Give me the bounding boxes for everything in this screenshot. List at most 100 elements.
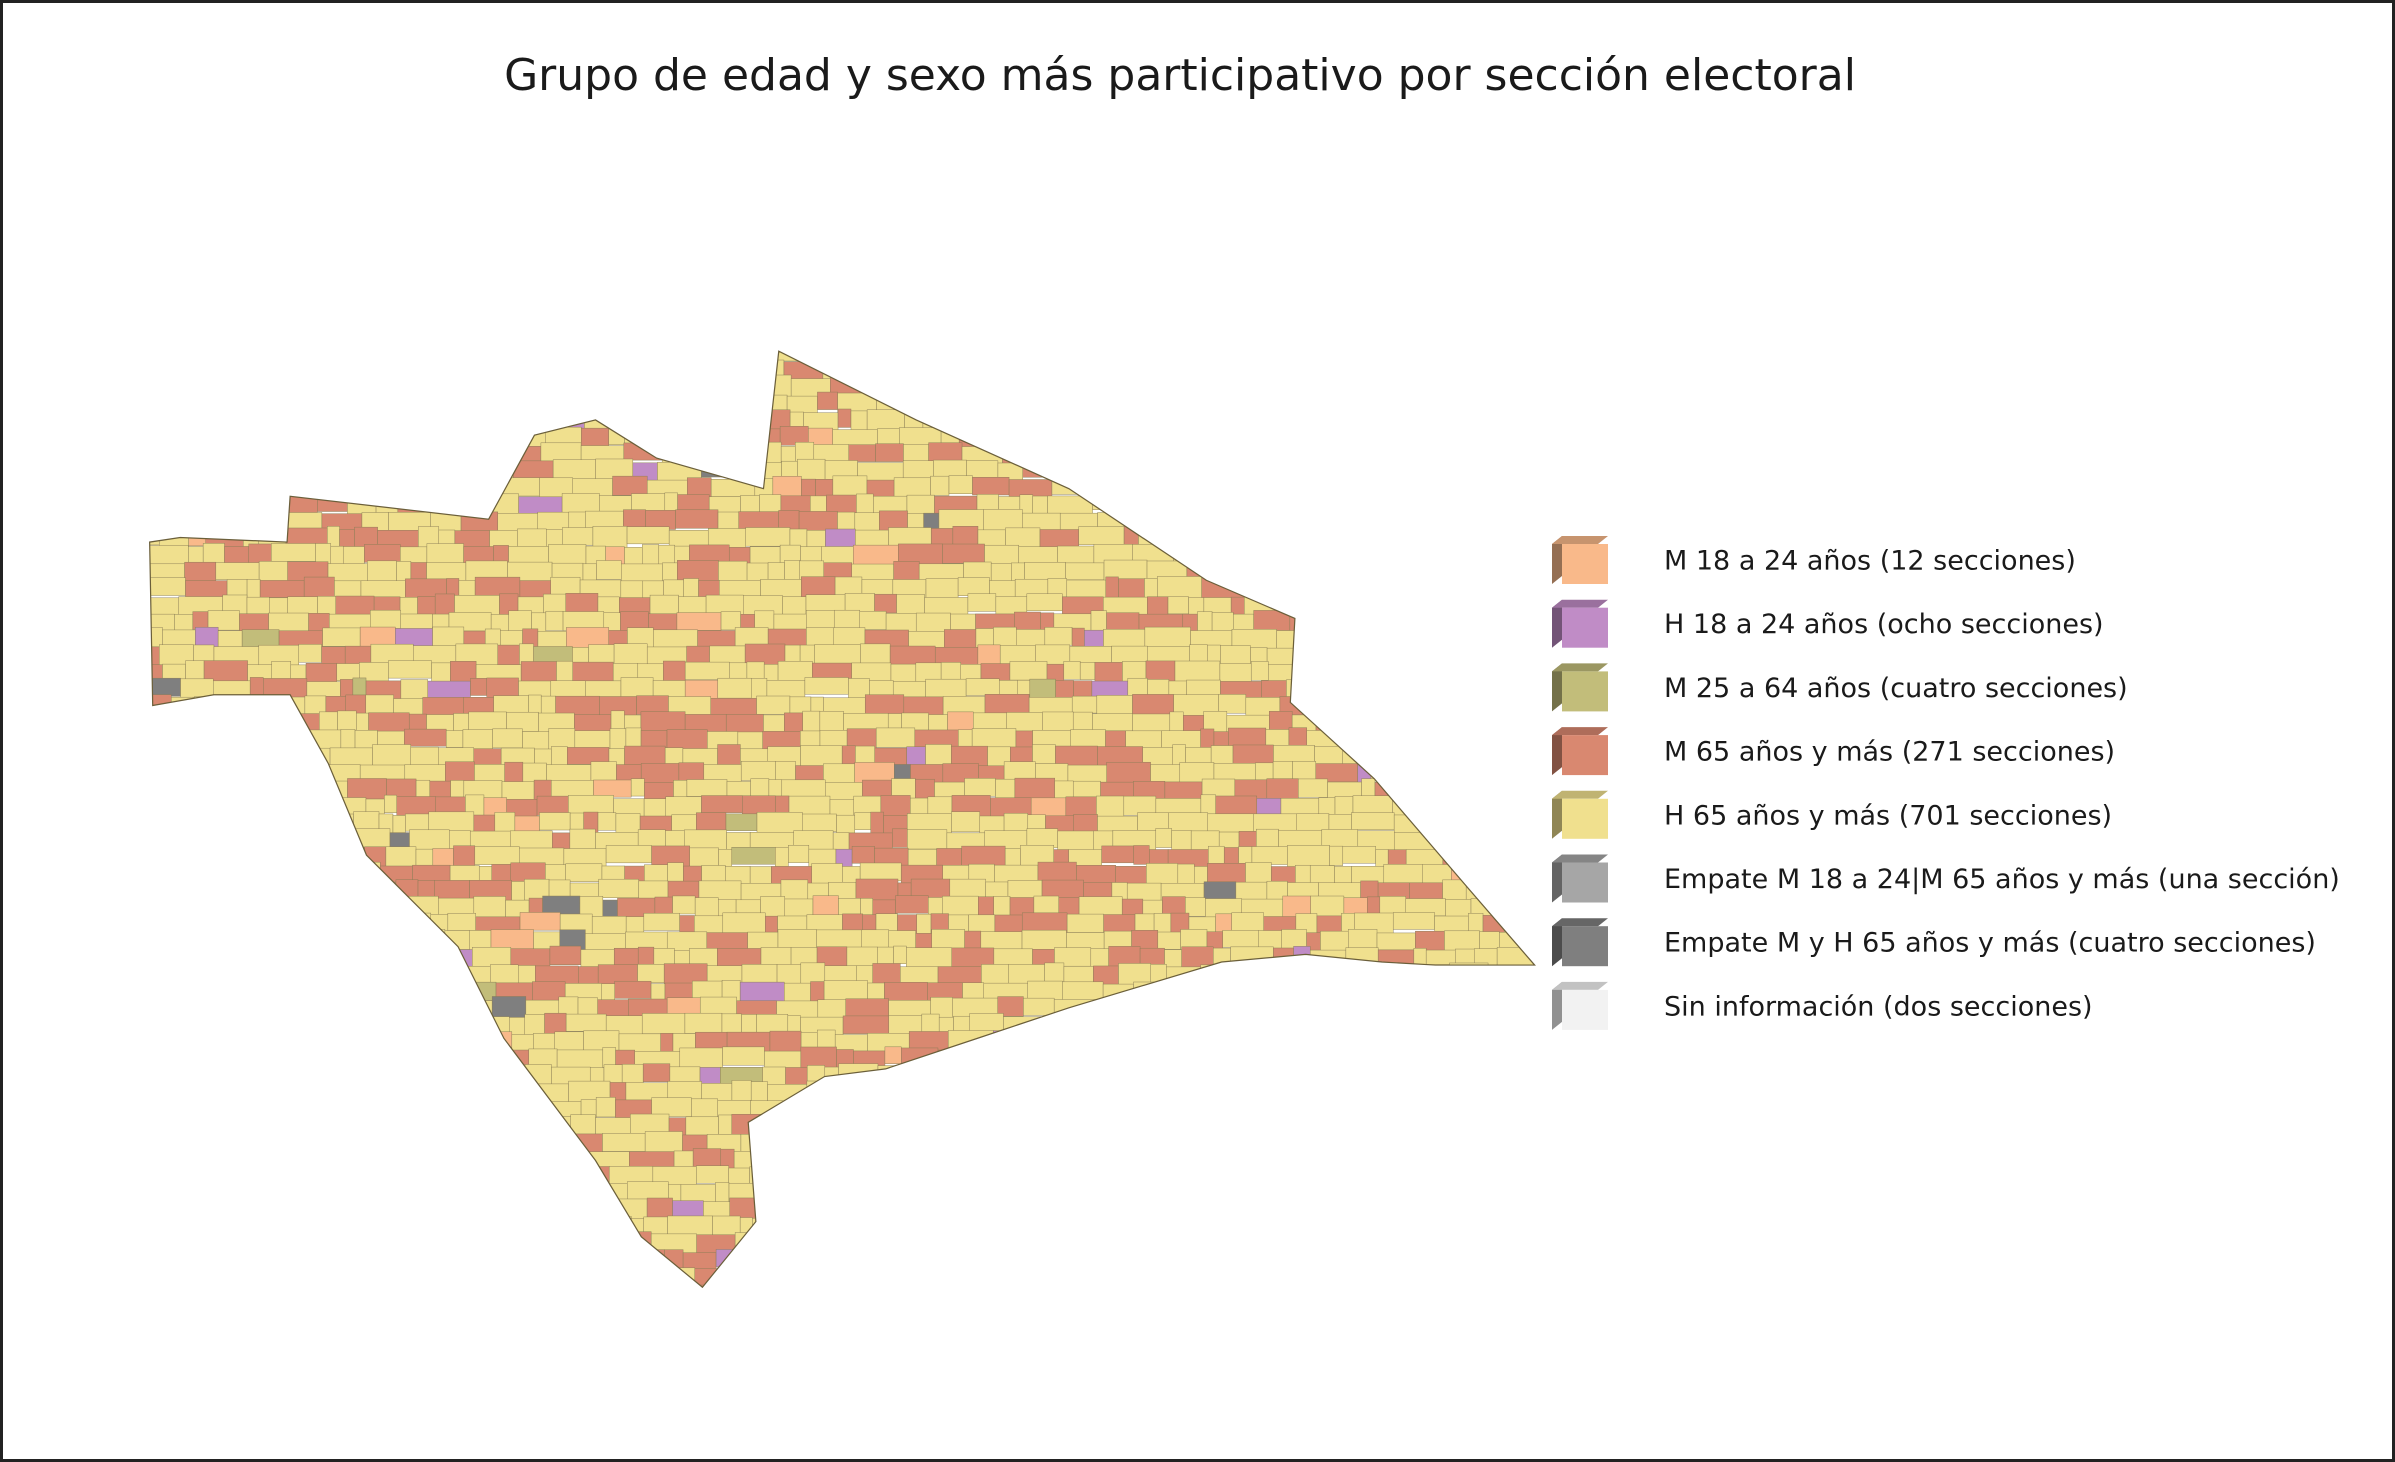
section [388,660,432,679]
section [602,1047,616,1068]
section [1266,778,1299,802]
section [1084,629,1104,648]
section [1266,647,1294,666]
section [696,812,727,833]
section [1065,562,1105,581]
section [877,946,894,965]
section [470,678,488,696]
section [720,611,741,631]
section [545,610,564,631]
section [817,391,838,410]
section [930,475,950,496]
section [1207,863,1246,884]
section [947,711,974,731]
section [1360,880,1379,900]
section [717,677,752,699]
section [1078,526,1125,546]
section [624,745,666,766]
section [788,845,810,863]
section [694,897,719,918]
section [1057,830,1094,852]
legend-label: Sin información (dos secciones) [1664,991,2093,1022]
section [775,846,789,867]
section [756,695,791,715]
section [405,813,429,832]
section [731,1080,752,1103]
section [942,543,985,564]
legend-label: H 18 a 24 años (ocho secciones) [1664,609,2104,640]
section [972,712,1007,731]
section [1123,795,1157,816]
section [528,694,542,715]
section [603,1064,623,1084]
section [906,494,935,515]
section [1479,931,1500,950]
section [504,761,524,785]
section [725,813,758,831]
section [1273,745,1315,764]
legend-item: M 25 a 64 años (cuatro secciones) [1552,663,2128,712]
section [951,811,981,833]
section [775,761,796,782]
section [855,745,875,764]
section [972,477,1010,496]
section [653,948,675,967]
section [1103,914,1136,933]
section [686,779,728,797]
section [184,561,217,584]
section [740,761,776,781]
legend-label: M 18 a 24 años (12 secciones) [1664,546,2076,577]
legend-swatch [1562,926,1608,967]
section [903,444,929,464]
legend-item: Empate M y H 65 años y más (cuatro secci… [1552,918,2316,967]
section [1211,612,1234,634]
section [892,828,908,848]
section [819,730,848,749]
section [851,662,892,681]
section [609,728,627,752]
section [1090,948,1109,969]
section [718,1114,733,1135]
section [1027,980,1063,1001]
section [1157,931,1181,950]
legend-swatch [1562,989,1608,1030]
section [1026,593,1063,612]
legend-item: M 65 años y más (271 secciones) [1552,727,2115,776]
section [875,727,916,748]
section [392,815,406,835]
section [1207,813,1254,833]
section [637,964,665,983]
section [519,912,561,931]
section [572,661,614,683]
section [1250,661,1269,681]
section [826,494,857,514]
section [1348,929,1378,951]
section [1189,644,1208,664]
section [372,744,412,766]
section [940,662,961,680]
section [561,493,600,514]
section [259,580,305,598]
section [722,912,766,936]
section [676,612,722,631]
section [565,1013,607,1032]
section [596,560,622,580]
section [215,562,260,580]
section [804,677,849,695]
section [1231,912,1264,933]
legend-swatch [1562,798,1608,839]
section [942,895,979,917]
section [511,881,525,901]
section [630,778,645,797]
section [854,812,871,830]
section [888,527,932,547]
section [1445,899,1472,917]
section [556,660,573,682]
section [842,1015,890,1034]
section [549,945,582,966]
section [1071,695,1098,714]
legend-swatch-top [1552,536,1608,544]
section [524,1014,545,1036]
section [993,896,1011,918]
